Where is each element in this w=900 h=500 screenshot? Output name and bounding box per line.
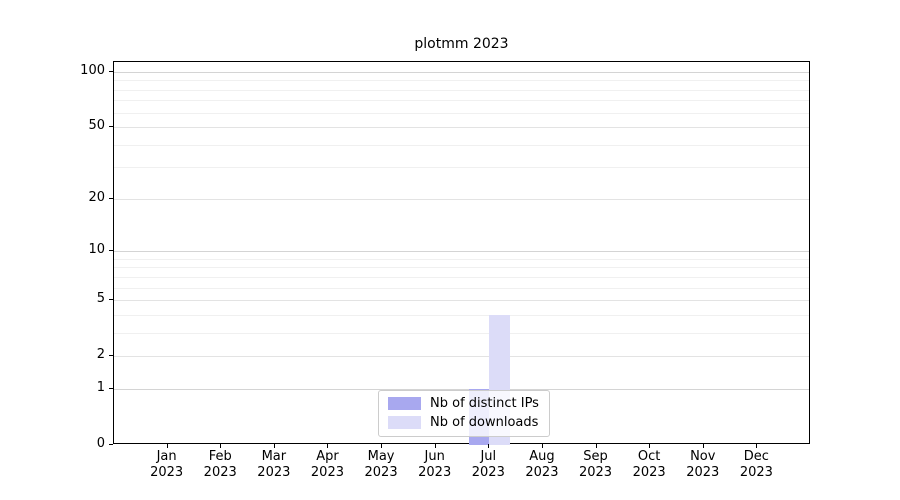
x-tick-label: Aug 2023	[510, 449, 574, 481]
x-tick-month: Jun	[424, 449, 445, 464]
x-tick-label: Oct 2023	[617, 449, 681, 481]
legend-swatch	[388, 416, 421, 429]
x-tick	[756, 444, 758, 448]
x-tick-label: Jun 2023	[403, 449, 467, 481]
x-tick-month: Feb	[208, 449, 232, 464]
plot-area	[113, 61, 810, 445]
major-gridline	[114, 251, 809, 253]
x-tick-year: 2023	[310, 465, 344, 480]
y-tick	[109, 126, 113, 128]
x-tick-label: May 2023	[349, 449, 413, 481]
x-tick-year: 2023	[739, 465, 773, 480]
x-tick-year: 2023	[686, 465, 720, 480]
x-tick-year: 2023	[257, 465, 291, 480]
x-tick-year: 2023	[418, 465, 452, 480]
x-tick	[273, 444, 275, 448]
x-tick-year: 2023	[471, 465, 505, 480]
x-tick-month: Nov	[690, 449, 716, 464]
minor-gridline	[114, 167, 809, 169]
x-tick	[595, 444, 597, 448]
minor-gridline	[114, 276, 809, 278]
minor-gridline	[114, 112, 809, 114]
x-tick-label: Jan 2023	[135, 449, 199, 481]
gridline	[114, 300, 809, 302]
gridline	[114, 198, 809, 200]
y-tick	[109, 70, 113, 72]
legend-entry: Nb of downloads	[388, 415, 539, 430]
x-tick-label: Jul 2023	[456, 449, 520, 481]
x-tick-month: Mar	[261, 449, 287, 464]
y-tick	[109, 299, 113, 301]
x-tick-label: Nov 2023	[671, 449, 735, 481]
minor-gridline	[114, 258, 809, 260]
x-tick-month: Jan	[156, 449, 177, 464]
x-tick	[434, 444, 436, 448]
x-tick-month: May	[367, 449, 395, 464]
y-tick-label: 50	[88, 118, 105, 134]
legend-label: Nb of downloads	[430, 415, 539, 430]
x-tick-month: Sep	[583, 449, 608, 464]
x-tick-month: Jul	[480, 449, 497, 464]
minor-gridline	[114, 80, 809, 82]
x-tick	[488, 444, 490, 448]
y-tick	[109, 250, 113, 252]
x-tick	[541, 444, 543, 448]
x-tick-label: Mar 2023	[242, 449, 306, 481]
x-tick	[649, 444, 651, 448]
x-tick-year: 2023	[150, 465, 184, 480]
x-tick	[327, 444, 329, 448]
minor-gridline	[114, 89, 809, 91]
y-tick	[109, 444, 113, 445]
minor-gridline	[114, 267, 809, 269]
x-tick-month: Oct	[637, 449, 661, 464]
legend-swatch	[388, 397, 421, 410]
x-tick-month: Aug	[529, 449, 555, 464]
y-tick	[109, 197, 113, 199]
y-tick	[109, 387, 113, 389]
y-tick-label: 0	[96, 436, 105, 451]
minor-gridline	[114, 100, 809, 102]
legend-entry: Nb of distinct IPs	[388, 396, 539, 411]
x-tick-year: 2023	[203, 465, 237, 480]
x-tick	[220, 444, 222, 448]
x-tick-month: Dec	[743, 449, 769, 464]
x-tick-label: Sep 2023	[564, 449, 628, 481]
y-tick-label: 2	[96, 347, 105, 363]
minor-gridline	[114, 287, 809, 289]
x-tick	[381, 444, 383, 448]
x-tick-year: 2023	[364, 465, 398, 480]
minor-gridline	[114, 314, 809, 316]
gridline	[114, 127, 809, 129]
x-tick-year: 2023	[578, 465, 613, 480]
gridline	[114, 356, 809, 358]
y-tick-label: 10	[88, 242, 105, 258]
legend: Nb of distinct IPs Nb of downloads	[378, 390, 550, 437]
x-tick-label: Feb 2023	[188, 449, 252, 481]
minor-gridline	[114, 332, 809, 334]
x-tick-year: 2023	[525, 465, 559, 480]
minor-gridline	[114, 144, 809, 146]
x-tick-month: Apr	[316, 449, 339, 464]
x-tick-label: Apr 2023	[295, 449, 359, 481]
y-tick-label: 100	[80, 62, 105, 78]
x-tick	[702, 444, 704, 448]
y-tick-label: 20	[88, 189, 105, 205]
y-tick-label: 1	[96, 379, 105, 395]
y-tick-label: 5	[96, 291, 105, 307]
x-tick-label: Dec 2023	[724, 449, 788, 481]
major-gridline	[114, 388, 809, 390]
y-tick	[109, 355, 113, 357]
x-tick-year: 2023	[632, 465, 666, 480]
x-tick	[166, 444, 168, 448]
chart-title: plotmm 2023	[414, 36, 509, 52]
legend-label: Nb of distinct IPs	[430, 396, 539, 411]
major-gridline	[114, 71, 809, 73]
